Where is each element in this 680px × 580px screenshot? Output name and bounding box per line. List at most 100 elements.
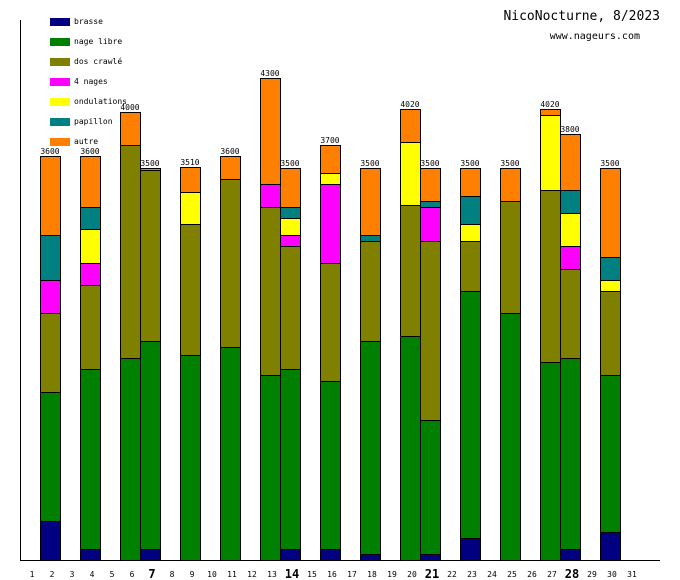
bar-segment-day4-autre — [80, 156, 101, 208]
x-tick-label-8: 8 — [170, 570, 175, 579]
bar-segment-day20-nage-libre — [400, 336, 421, 561]
bar-segment-day13-quatre-nages — [260, 184, 281, 208]
bar-segment-day30-brasse — [600, 532, 621, 561]
total-label-day28: 3800 — [560, 125, 579, 134]
x-tick-label-29: 29 — [587, 570, 597, 579]
x-tick-label-21: 21 — [425, 567, 439, 580]
total-label-day2: 3600 — [40, 147, 59, 156]
bar-segment-day14-brasse — [280, 549, 301, 561]
bar-segment-day7-brasse — [140, 549, 161, 561]
total-label-day20: 4020 — [400, 100, 419, 109]
bar-segment-day23-ondulations — [460, 224, 481, 242]
x-tick-label-16: 16 — [327, 570, 337, 579]
bar-segment-day2-papillon — [40, 235, 61, 281]
bar-segment-day30-nage-libre — [600, 375, 621, 533]
legend-label: brasse — [74, 17, 103, 26]
bar-segment-day28-dos-crawle — [560, 269, 581, 359]
legend-swatch-brasse — [50, 18, 70, 26]
bar-segment-day20-autre — [400, 109, 421, 143]
x-tick-label-10: 10 — [207, 570, 217, 579]
x-tick-label-18: 18 — [367, 570, 377, 579]
x-tick-label-23: 23 — [467, 570, 477, 579]
legend-swatch-dos-crawle — [50, 58, 70, 66]
legend-swatch-nage-libre — [50, 38, 70, 46]
bar-segment-day30-autre — [600, 168, 621, 258]
x-tick-label-13: 13 — [267, 570, 277, 579]
legend-swatch-4-nages — [50, 78, 70, 86]
legend-label: nage libre — [74, 37, 123, 46]
total-label-day23: 3500 — [460, 159, 479, 168]
x-tick-label-17: 17 — [347, 570, 357, 579]
bar-segment-day9-dos-crawle — [180, 224, 201, 356]
bar-segment-day21-autre — [420, 168, 441, 202]
x-tick-label-25: 25 — [507, 570, 517, 579]
total-label-day6: 4000 — [120, 103, 139, 112]
bar-segment-day30-dos-crawle — [600, 291, 621, 376]
x-tick-label-2: 2 — [50, 570, 55, 579]
bar-segment-day9-autre — [180, 167, 201, 193]
x-tick-label-6: 6 — [130, 570, 135, 579]
total-label-day11: 3600 — [220, 147, 239, 156]
total-label-day30: 3500 — [600, 159, 619, 168]
bar-segment-day16-brasse — [320, 549, 341, 561]
total-label-day21: 3500 — [420, 159, 439, 168]
x-tick-label-9: 9 — [190, 570, 195, 579]
x-tick-label-30: 30 — [607, 570, 617, 579]
bar-segment-day23-dos-crawle — [460, 241, 481, 292]
bar-segment-day9-nage-libre — [180, 355, 201, 561]
legend-swatch-ondulations — [50, 98, 70, 106]
x-tick-label-22: 22 — [447, 570, 457, 579]
bar-segment-day28-autre — [560, 134, 581, 191]
bar-segment-day18-autre — [360, 168, 381, 236]
bar-segment-day27-nage-libre — [540, 362, 561, 561]
bar-segment-day21-quatre-nages — [420, 207, 441, 242]
bar-segment-day21-nage-libre — [420, 420, 441, 555]
x-tick-label-12: 12 — [247, 570, 257, 579]
legend-label: autre — [74, 137, 99, 146]
bar-segment-day27-ondulations — [540, 115, 561, 191]
bar-segment-day7-dos-crawle — [140, 170, 161, 342]
total-label-day7: 3500 — [140, 159, 159, 168]
bar-segment-day18-dos-crawle — [360, 241, 381, 342]
bar-segment-day28-nage-libre — [560, 358, 581, 550]
bar-segment-day28-papillon — [560, 190, 581, 214]
legend-label: 4 nages — [74, 77, 108, 86]
bar-segment-day6-nage-libre — [120, 358, 141, 561]
bar-segment-day7-nage-libre — [140, 341, 161, 550]
bar-segment-day25-nage-libre — [500, 313, 521, 561]
total-label-day14: 3500 — [280, 159, 299, 168]
bar-segment-day14-papillon — [280, 207, 301, 219]
legend-swatch-autre — [50, 138, 70, 146]
x-tick-label-24: 24 — [487, 570, 497, 579]
bar-segment-day30-papillon — [600, 257, 621, 281]
bar-segment-day28-brasse — [560, 549, 581, 561]
total-label-day25: 3500 — [500, 159, 519, 168]
x-tick-label-26: 26 — [527, 570, 537, 579]
bar-segment-day16-quatre-nages — [320, 184, 341, 264]
legend-swatch-papillon — [50, 118, 70, 126]
x-tick-label-3: 3 — [70, 570, 75, 579]
bar-segment-day14-ondulations — [280, 218, 301, 236]
bar-segment-day23-nage-libre — [460, 291, 481, 539]
bar-segment-day14-autre — [280, 168, 301, 208]
legend-label: dos crawlé — [74, 57, 123, 66]
chart-title: NicoNocturne, 8/2023 — [503, 9, 660, 24]
bar-segment-day16-nage-libre — [320, 381, 341, 550]
total-label-day16: 3700 — [320, 136, 339, 145]
x-tick-label-4: 4 — [90, 570, 95, 579]
x-tick-label-31: 31 — [627, 570, 637, 579]
bar-segment-day4-quatre-nages — [80, 263, 101, 286]
bar-segment-day14-quatre-nages — [280, 235, 301, 247]
bar-segment-day20-dos-crawle — [400, 205, 421, 337]
bar-segment-day4-ondulations — [80, 229, 101, 264]
bar-segment-day23-papillon — [460, 196, 481, 225]
bar-segment-day2-autre — [40, 156, 61, 236]
x-tick-label-11: 11 — [227, 570, 237, 579]
x-tick-labels: 1 2 3 4 5 6 7 8 9 10 11 12 13 14 15 16 17 18 19 20 21 22 23 24 2… — [30, 567, 637, 580]
bar-segment-day18-brasse — [360, 554, 381, 561]
bar-segment-day13-autre — [260, 78, 281, 185]
bar-segment-day11-autre — [220, 156, 241, 180]
total-labels-group: 3600 3600 4000 3500 3510 3600 4300 3500 3700 3500… — [40, 69, 619, 168]
bar-segment-day2-dos-crawle — [40, 313, 61, 393]
x-tick-label-14: 14 — [285, 567, 299, 580]
